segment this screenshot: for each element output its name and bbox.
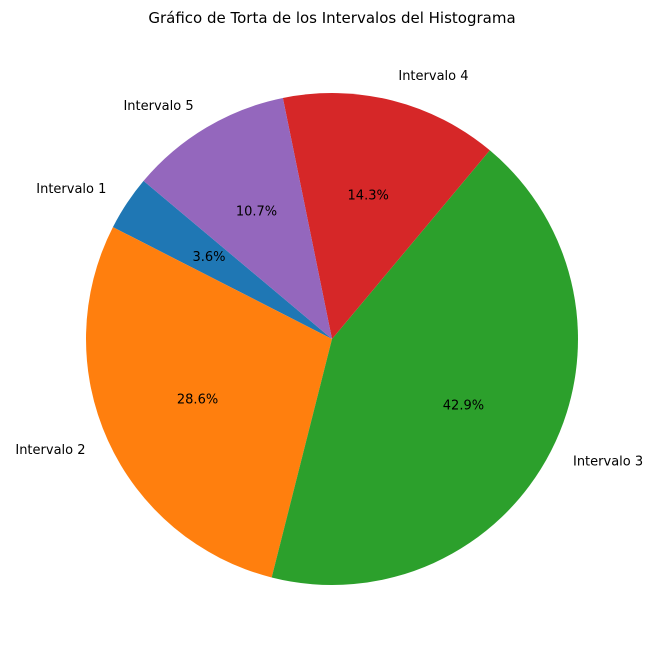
- pie-slice-5: [143, 97, 332, 339]
- slice-category-label-3: Intervalo 3: [573, 455, 643, 470]
- slice-category-label-5: Intervalo 5: [123, 99, 193, 114]
- slice-percent-label-5: 10.7%: [236, 205, 277, 220]
- pie-slice-4: [282, 92, 490, 339]
- slice-percent-label-2: 28.6%: [177, 392, 218, 407]
- pie-labels: 3.6% Intervalo 1 28.6% Intervalo 2 42.9% Inte…: [15, 69, 643, 469]
- pie-slice-1: [112, 180, 332, 339]
- slice-percent-label-3: 42.9%: [443, 399, 484, 414]
- pie-slices: [86, 92, 578, 586]
- pie-slice-2: [86, 227, 332, 578]
- slice-category-label-1: Intervalo 1: [36, 182, 106, 197]
- pie-slice-3: [271, 150, 578, 586]
- slice-percent-label-4: 14.3%: [348, 188, 389, 203]
- slice-category-label-4: Intervalo 4: [398, 69, 468, 84]
- slice-percent-label-1: 3.6%: [192, 250, 225, 265]
- slice-category-label-2: Intervalo 2: [15, 443, 85, 458]
- chart-title: Gráfico de Torta de los Intervalos del H…: [148, 9, 515, 27]
